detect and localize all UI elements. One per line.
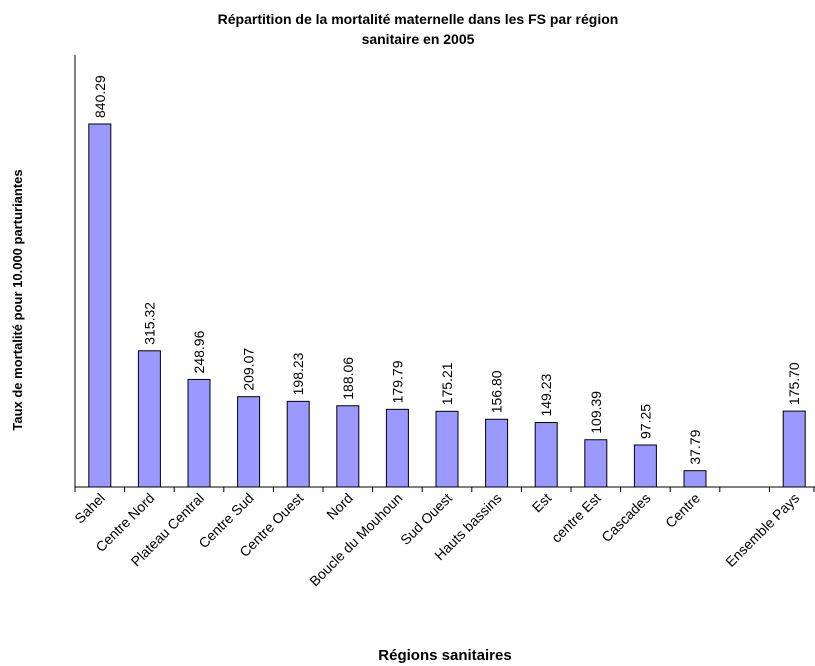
value-label: 149.23 <box>538 373 554 416</box>
bar <box>88 123 112 488</box>
value-label: 37.79 <box>687 429 703 464</box>
bar <box>435 410 459 488</box>
x-tick-label: Nord <box>323 490 356 523</box>
value-label: 188.06 <box>340 357 356 400</box>
value-label: 315.32 <box>141 302 157 345</box>
x-tick-label: centre Est <box>548 490 604 546</box>
value-label: 175.21 <box>439 362 455 405</box>
x-tick-label: Ensemble Pays <box>722 490 802 570</box>
value-label: 109.39 <box>588 391 604 434</box>
bar <box>237 396 261 488</box>
title-line: Répartition de la mortalité maternelle d… <box>218 11 619 27</box>
value-label: 175.70 <box>786 362 802 405</box>
x-tick-label: Cascades <box>598 490 653 545</box>
bar <box>633 444 657 488</box>
value-label: 156.80 <box>489 370 505 413</box>
bar <box>137 350 161 488</box>
value-label: 198.23 <box>290 352 306 395</box>
bar <box>485 418 509 488</box>
value-label: 97.25 <box>637 404 653 439</box>
bar <box>385 408 409 488</box>
title-line: sanitaire en 2005 <box>362 31 475 47</box>
bar <box>336 405 360 488</box>
value-label: 248.96 <box>191 330 207 373</box>
bar <box>187 378 211 488</box>
bar <box>782 410 806 488</box>
x-tick-label: Centre <box>662 490 703 531</box>
x-tick-label: Sahel <box>71 490 108 527</box>
bar <box>584 439 608 488</box>
value-label: 209.07 <box>241 348 257 391</box>
bar <box>683 470 707 488</box>
bar <box>534 422 558 488</box>
value-label: 840.29 <box>92 75 108 118</box>
chart-title: Répartition de la mortalité maternelle d… <box>218 11 619 47</box>
bar <box>286 400 310 488</box>
x-tick-label: Est <box>529 490 555 516</box>
value-label: 179.79 <box>389 360 405 403</box>
y-axis-title: Taux de mortalité pour 10.000 parturiant… <box>10 169 25 430</box>
x-axis-title: Régions sanitaires <box>378 647 511 664</box>
x-tick-label: Boucle du Mouhoun <box>306 490 405 589</box>
